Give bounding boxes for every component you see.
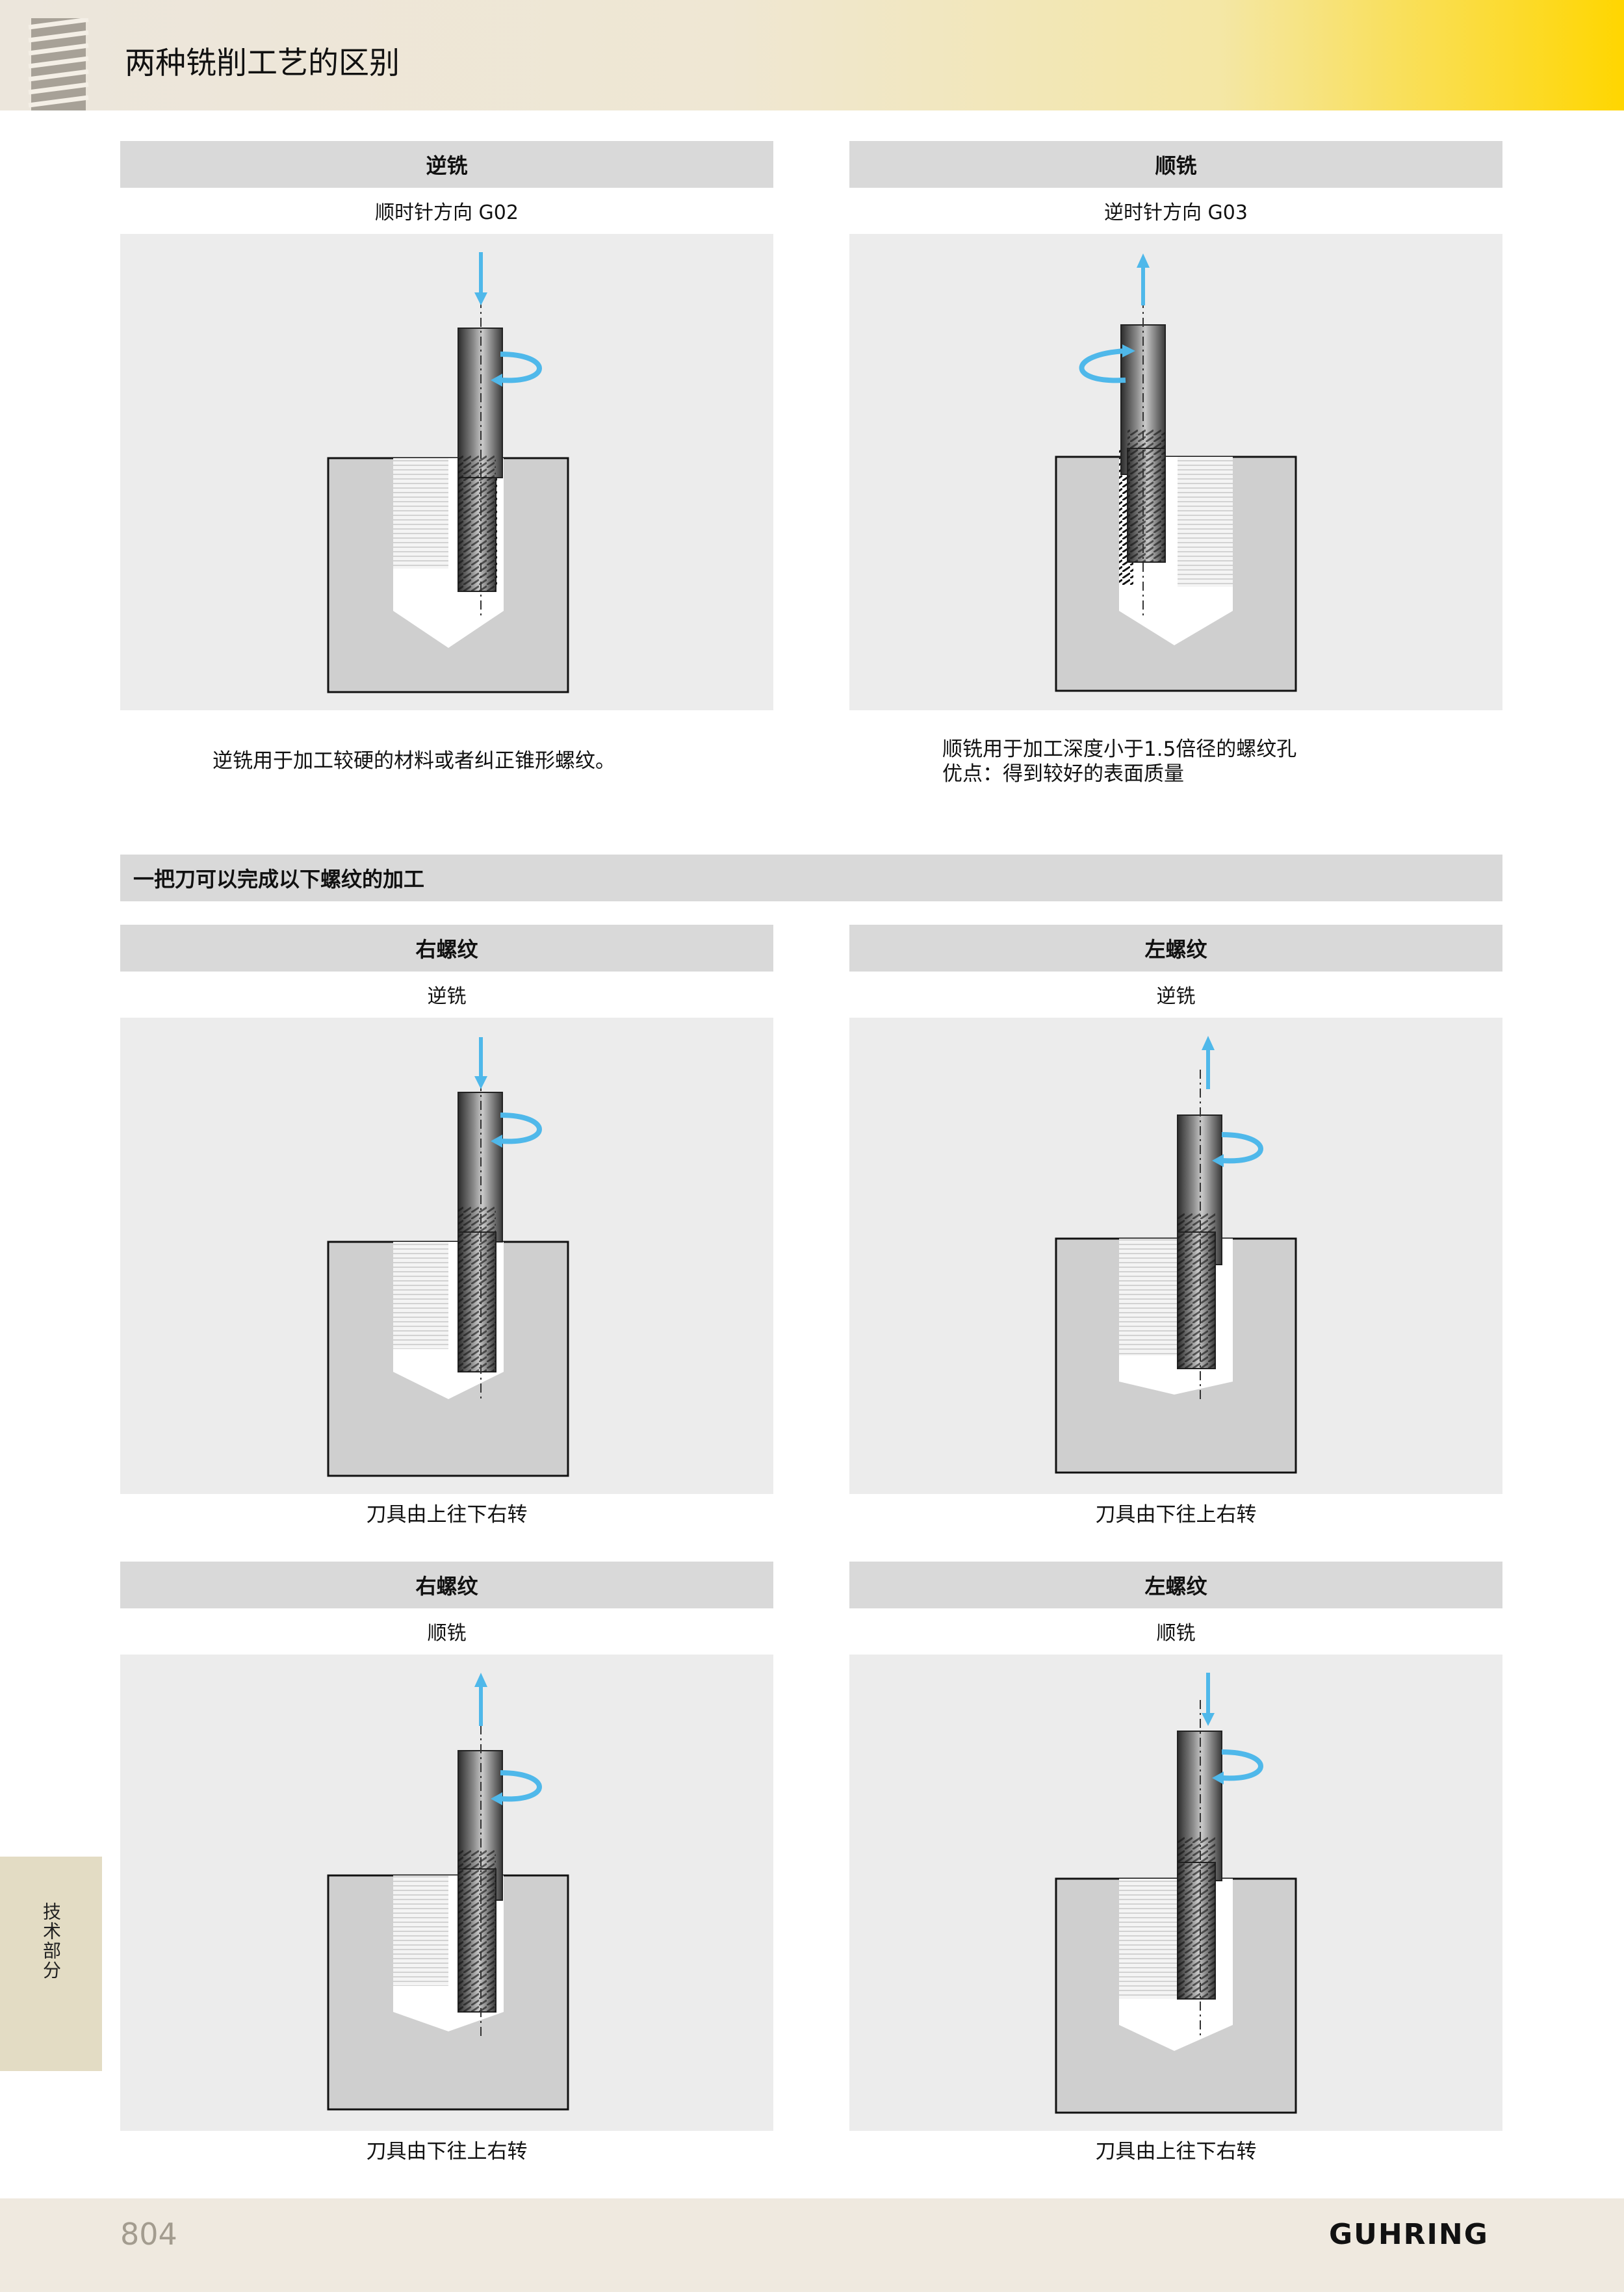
panel-subtitle: 逆铣 [1156, 985, 1196, 1008]
climb-milling-subtitle: 逆时针方向 G03 [1104, 201, 1248, 224]
side-section-tab[interactable]: 技术部分 [0, 1857, 102, 2071]
panel-caption: 刀具由上往下右转 [1095, 2140, 1257, 2163]
section-title: 一把刀可以完成以下螺纹的加工 [120, 855, 1502, 901]
side-tab-label: 技术部分 [40, 1902, 62, 1980]
thread-screw-icon [28, 18, 89, 110]
panel-caption: 刀具由下往上右转 [1095, 1503, 1257, 1526]
up-milling-description: 逆铣用于加工较硬的材料或者纠正锥形螺纹。 [213, 749, 615, 773]
page-number: 804 [120, 2217, 177, 2252]
panel-caption: 刀具由上往下右转 [366, 1503, 528, 1526]
up-milling-subtitle: 顺时针方向 G02 [375, 201, 519, 224]
panel-caption: 刀具由下往上右转 [366, 2140, 528, 2163]
panel-title: 左螺纹 [849, 1562, 1502, 1608]
panel-subtitle: 逆铣 [427, 985, 467, 1008]
climb-milling-description: 顺铣用于加工深度小于1.5倍径的螺纹孔 优点：得到较好的表面质量 [942, 737, 1296, 786]
page-footer: 804 GUHRING [0, 2198, 1624, 2292]
panel-subtitle: 顺铣 [1156, 1622, 1196, 1645]
description-line: 顺铣用于加工深度小于1.5倍径的螺纹孔 [942, 738, 1297, 761]
diagram-climb-milling [849, 234, 1502, 710]
diagram-up-milling [120, 234, 773, 710]
climb-milling-title: 顺铣 [849, 141, 1502, 188]
panel-title: 右螺纹 [120, 1562, 773, 1608]
page-title: 两种铣削工艺的区别 [125, 45, 400, 81]
page-header: 两种铣削工艺的区别 [0, 0, 1624, 110]
panel-subtitle: 顺铣 [427, 1622, 467, 1645]
description-line: 优点：得到较好的表面质量 [942, 762, 1184, 786]
diagram-right-thread-up-milling [120, 1018, 773, 1494]
diagram-left-thread-up-milling [849, 1018, 1502, 1494]
diagram-left-thread-climb-milling [849, 1655, 1502, 2131]
panel-title: 右螺纹 [120, 925, 773, 972]
brand-logo: GUHRING [1329, 2218, 1489, 2251]
up-milling-title: 逆铣 [120, 141, 773, 188]
diagram-right-thread-climb-milling [120, 1655, 773, 2131]
panel-title: 左螺纹 [849, 925, 1502, 972]
description-line: 逆铣用于加工较硬的材料或者纠正锥形螺纹。 [213, 749, 615, 773]
